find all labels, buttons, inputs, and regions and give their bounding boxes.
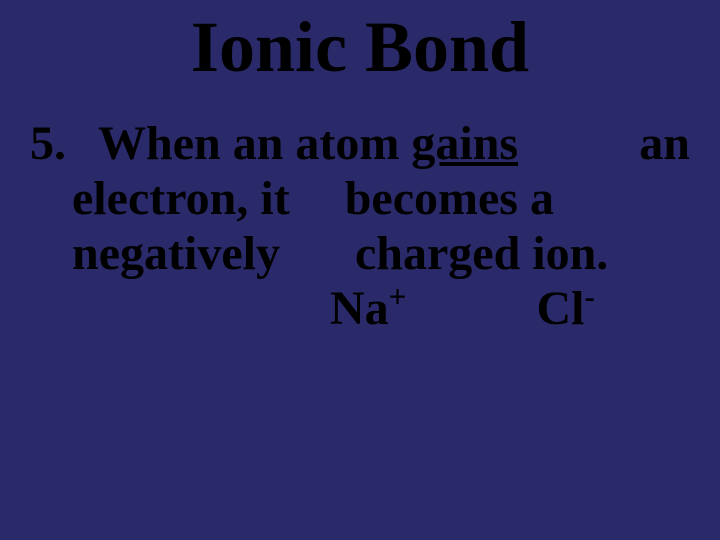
line1-gains: gains [411,116,518,171]
line3-left: negatively [72,226,280,281]
bullet-number: 5. [30,116,66,171]
ion-na: Na+ [330,281,406,336]
slide-title: Ionic Bond [30,10,690,86]
line3-right: charged ion. [355,226,608,281]
ion-cl: Cl- [536,281,594,336]
line1-a: When an atom [98,116,399,171]
slide-body: 5. When an atom gains an electron, it be… [30,116,690,337]
line1-c: an [639,116,690,171]
line-1: 5. When an atom gains an [30,116,690,171]
line-2: electron, it becomes a [30,171,690,226]
line2-left: electron, it [72,171,290,226]
line-4: Na+ Cl- [30,281,690,336]
line2-right: becomes a [345,171,554,226]
line-3: negatively charged ion. [30,226,690,281]
slide: Ionic Bond 5. When an atom gains an elec… [0,0,720,540]
